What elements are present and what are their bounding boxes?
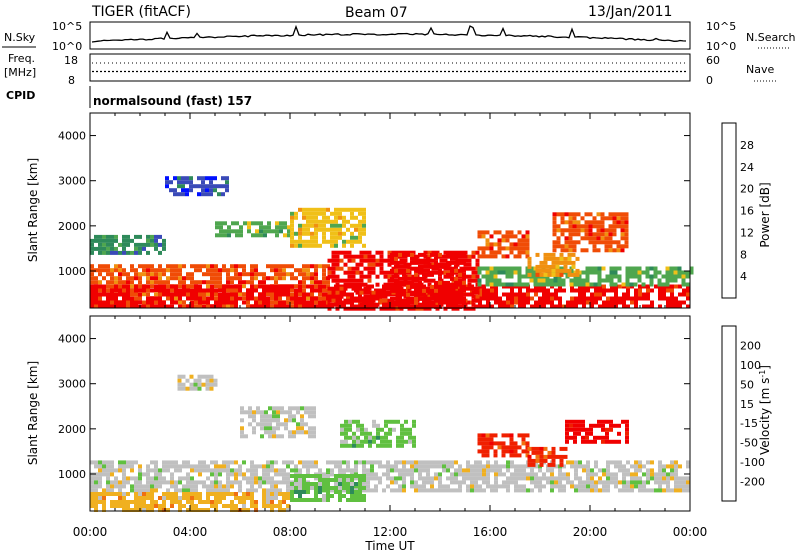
velocity-colorbar-tick: -100	[740, 456, 765, 469]
power-panel: 1000 2000 3000 4000 Slant Range [km] 4 8 12 16…	[26, 112, 772, 311]
freq-left-tick-top: 18	[64, 54, 78, 67]
time-tick-label: 00:00	[73, 525, 108, 539]
freq-label-line1: Freq.	[8, 52, 35, 65]
time-tick-label: 16:00	[473, 525, 508, 539]
velocity-region-2	[290, 474, 366, 502]
noise-panel: N.Sky 10^5 10^0 10^5 10^0 N.Search	[2, 20, 796, 53]
power-colorbar-tick: 16	[740, 205, 754, 218]
velocity-colorbar-tick: 15	[740, 398, 754, 411]
power-ytick-label: 1000	[58, 265, 86, 278]
power-region-4	[90, 234, 166, 255]
power-region-8	[477, 230, 530, 259]
velocity-region-6	[177, 374, 218, 391]
time-tick-label: 12:00	[373, 525, 408, 539]
power-colorbar-tick: 24	[740, 161, 754, 174]
time-tick-label: 00:00	[673, 525, 708, 539]
velocity-region-1	[90, 492, 290, 512]
noise-right-label: N.Search	[746, 31, 796, 44]
velocity-region-4	[527, 446, 568, 467]
nave-label: Nave	[746, 63, 774, 76]
time-tick-label: 04:00	[173, 525, 208, 539]
noise-sky-trace	[91, 24, 687, 43]
power-x-ticks	[89, 113, 691, 308]
velocity-ytick-label: 1000	[58, 468, 86, 481]
freq-right-tick-top: 60	[706, 54, 720, 67]
velocity-colorbar-tick: -50	[740, 437, 758, 450]
time-tick-label: 08:00	[273, 525, 308, 539]
power-ylabel: Slant Range [km]	[26, 158, 40, 262]
power-y-ticks: 1000 2000 3000 4000	[58, 130, 690, 278]
power-region-5	[165, 176, 229, 197]
power-region-7	[290, 207, 366, 248]
noise-left-tick-top: 10^5	[52, 20, 82, 33]
power-ytick-label: 3000	[58, 175, 86, 188]
velocity-region-5	[565, 419, 629, 444]
noise-panel-frame	[89, 21, 691, 50]
velocity-colorbar-label: Velocity [m s-1]	[758, 365, 773, 455]
velocity-colorbar-tick: 200	[740, 339, 761, 352]
freq-right-tick-bottom: 0	[706, 74, 713, 87]
power-region-9	[527, 252, 580, 277]
beam-title: Beam 07	[345, 5, 408, 21]
noise-left-tick-bottom: 10^0	[52, 40, 82, 53]
time-tick-labels: 00:00 04:00 08:00 12:00 16:00 20:00 00:00	[73, 525, 708, 539]
power-colorbar-tick: 8	[740, 248, 747, 261]
freq-panel: Freq. [MHz] 18 8 60 0 Nave	[4, 52, 776, 87]
velocity-ytick-label: 2000	[58, 423, 86, 436]
velocity-heatmap	[90, 374, 690, 512]
cpid-panel: CPID normalsound (fast) 157	[6, 86, 252, 108]
power-region-11	[390, 252, 466, 309]
power-region-3	[477, 266, 694, 287]
power-colorbar-frame	[721, 122, 737, 299]
velocity-ytick-label: 3000	[58, 378, 86, 391]
time-tick-label: 20:00	[573, 525, 608, 539]
velocity-region-8	[340, 419, 416, 448]
noise-right-tick-top: 10^5	[706, 20, 736, 33]
noise-right-tick-bottom: 10^0	[706, 40, 736, 53]
time-axis-label: Time UT	[364, 539, 415, 553]
power-colorbar-tick: 28	[740, 139, 754, 152]
velocity-region-7	[240, 406, 316, 439]
velocity-colorbar-tick: -200	[740, 476, 765, 489]
power-heatmap	[90, 176, 694, 311]
velocity-colorbar-tick: -15	[740, 417, 758, 430]
velocity-colorbar-frame	[721, 325, 737, 502]
date-title: 13/Jan/2011	[588, 4, 672, 20]
freq-label-line2: [MHz]	[4, 66, 36, 79]
station-title: TIGER (fitACF)	[91, 4, 191, 20]
power-ytick-label: 2000	[58, 220, 86, 233]
cpid-text: normalsound (fast) 157	[93, 94, 252, 108]
power-colorbar: 4 8 12 16 20 24 28	[721, 122, 754, 299]
freq-left-tick-bottom: 8	[68, 74, 75, 87]
power-region-6	[215, 221, 291, 238]
velocity-region-3	[477, 433, 530, 458]
velocity-ylabel: Slant Range [km]	[26, 361, 40, 465]
power-ytick-label: 4000	[58, 130, 86, 143]
velocity-ytick-label: 4000	[58, 333, 86, 346]
velocity-region-0	[90, 460, 690, 493]
power-colorbar-tick: 12	[740, 226, 754, 239]
power-colorbar-tick: 4	[740, 270, 747, 283]
noise-left-label: N.Sky	[4, 31, 36, 44]
power-region-10	[552, 212, 629, 253]
velocity-colorbar: 200 100 50 15 -15 -50 -100 -200	[721, 325, 765, 502]
velocity-colorbar-tick: 100	[740, 359, 761, 372]
freq-panel-frame	[89, 53, 691, 82]
cpid-label: CPID	[6, 89, 35, 102]
velocity-panel: 1000 2000 3000 4000 Slant Range [km] 200 100…	[26, 315, 773, 512]
velocity-x-ticks	[89, 316, 691, 511]
power-colorbar-label: Power [dB]	[758, 182, 772, 247]
velocity-y-ticks: 1000 2000 3000 4000	[58, 333, 690, 481]
power-colorbar-tick: 20	[740, 183, 754, 196]
velocity-colorbar-tick: 50	[740, 378, 754, 391]
